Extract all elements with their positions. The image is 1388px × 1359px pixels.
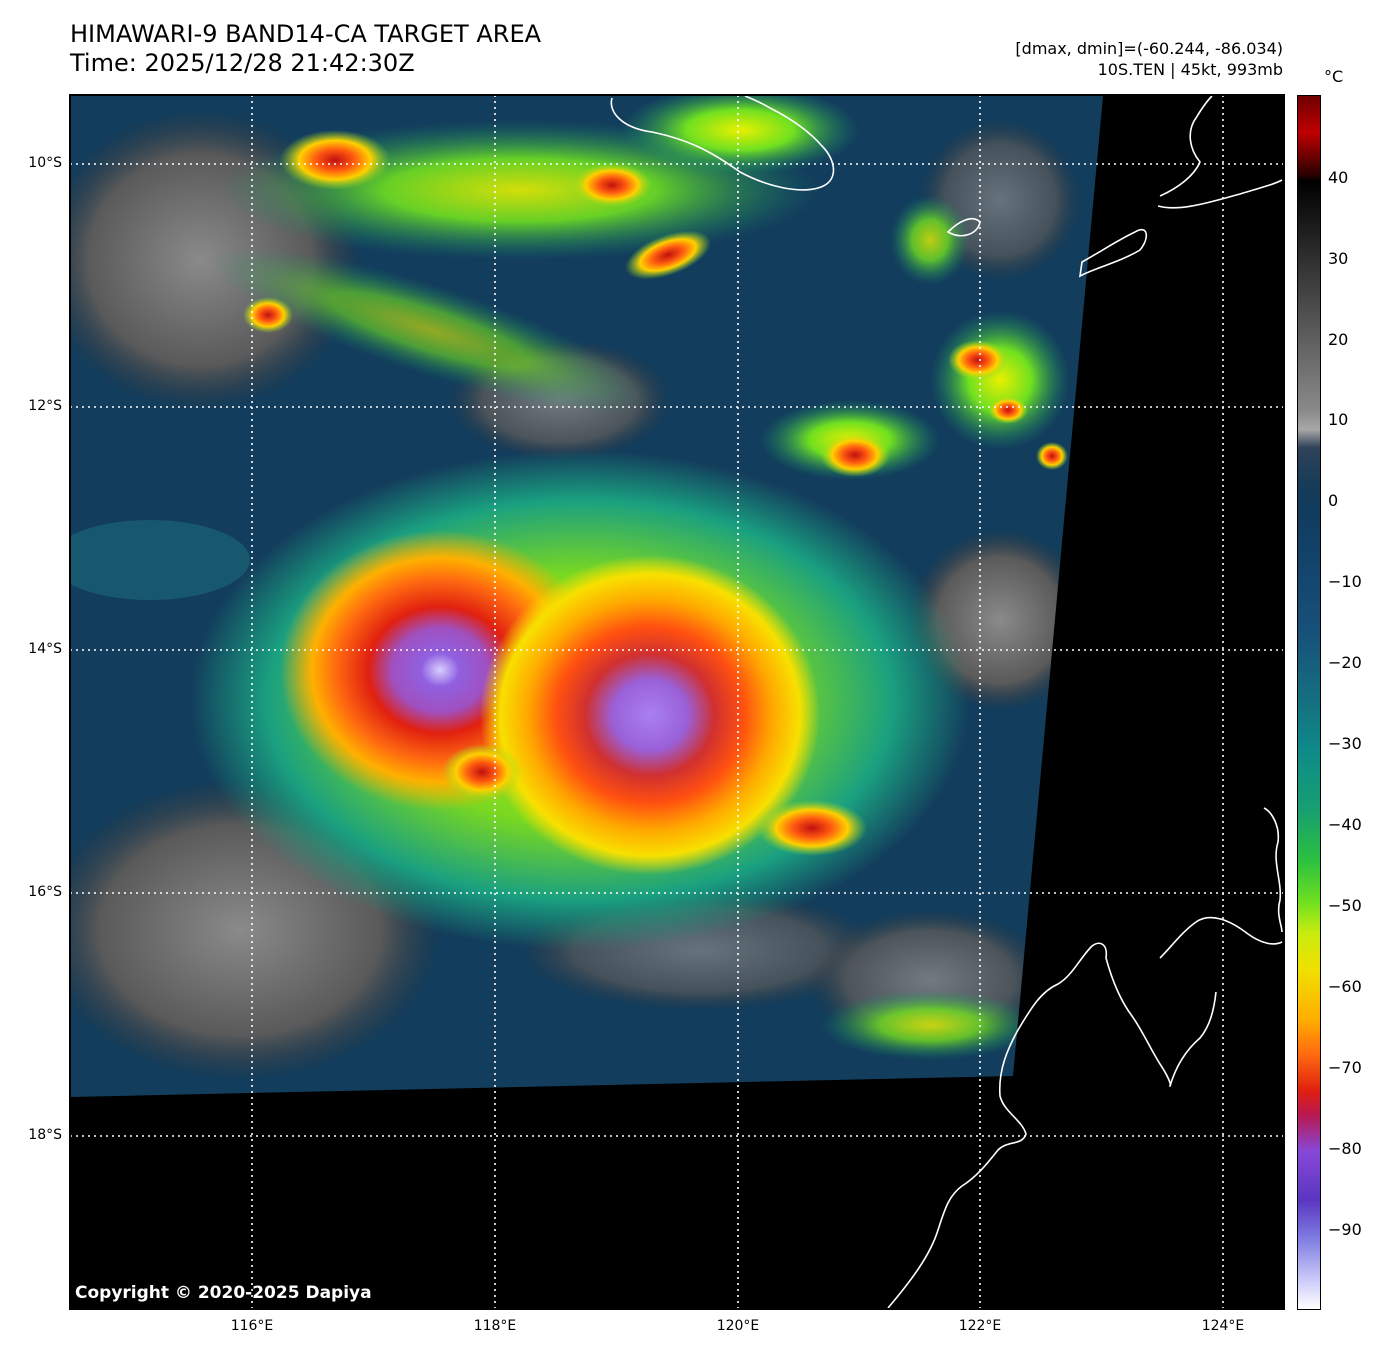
colorbar-tick-minus70: −70	[1328, 1058, 1362, 1077]
lat-label-14s: 14°S	[28, 641, 62, 657]
timestamp: Time: 2025/12/28 21:42:30Z	[70, 49, 415, 77]
lon-label-120e: 120°E	[716, 1318, 760, 1334]
coastline-timor-south	[1157, 179, 1283, 209]
coastline-timor	[1078, 228, 1148, 278]
colorbar-tick-10: 10	[1328, 410, 1349, 429]
coastline-sumba	[610, 95, 835, 191]
lat-label-10s: 10°S	[28, 155, 62, 171]
chart-title-block: HIMAWARI-9 BAND14-CA TARGET AREA Time: 2…	[70, 20, 541, 78]
map-frame	[69, 94, 1285, 1310]
colorbar-tick-0: 0	[1328, 491, 1339, 510]
colorbar-tick-minus90: −90	[1328, 1220, 1362, 1239]
lon-label-116e: 116°E	[230, 1318, 274, 1334]
colorbar-tick-minus40: −40	[1328, 815, 1362, 834]
lat-label-18s: 18°S	[28, 1127, 62, 1143]
lon-label-118e: 118°E	[473, 1318, 517, 1334]
lat-label-12s: 12°S	[28, 398, 62, 414]
coastline-kimberley	[1159, 916, 1283, 959]
colorbar-tick-minus80: −80	[1328, 1139, 1362, 1158]
product-title: HIMAWARI-9 BAND14-CA TARGET AREA	[70, 20, 542, 48]
colorbar-tick-minus10: −10	[1328, 572, 1362, 591]
copyright-text: Copyright © 2020-2025 Dapiya	[75, 1283, 372, 1303]
colorbar-tick-minus30: −30	[1328, 734, 1362, 753]
colorbar-tick-minus20: −20	[1328, 653, 1362, 672]
lon-label-124e: 124°E	[1201, 1318, 1245, 1334]
graticule	[70, 95, 1284, 1309]
lon-label-122e: 122°E	[958, 1318, 1002, 1334]
temperature-colorbar	[1297, 95, 1321, 1310]
storm-label: 10S.TEN | 45kt, 993mb	[1097, 60, 1283, 79]
coastline-australia	[887, 942, 1217, 1309]
colorbar-tick-minus60: −60	[1328, 977, 1362, 996]
coastlines	[610, 95, 1283, 1309]
colorbar-tick-20: 20	[1328, 330, 1349, 349]
colorbar-tick-40: 40	[1328, 168, 1349, 187]
colorbar-tick-30: 30	[1328, 249, 1349, 268]
coastline-kimberley-north	[1263, 807, 1283, 933]
storm-info-block: [dmax, dmin]=(-60.244, -86.034) 10S.TEN …	[1015, 38, 1283, 80]
coastline-timor-east	[1159, 95, 1213, 197]
temperature-range: [dmax, dmin]=(-60.244, -86.034)	[1015, 39, 1283, 58]
lat-label-16s: 16°S	[28, 884, 62, 900]
colorbar-tick-minus50: −50	[1328, 896, 1362, 915]
satellite-swath	[71, 96, 1103, 1097]
colorbar-unit: °C	[1324, 67, 1344, 86]
